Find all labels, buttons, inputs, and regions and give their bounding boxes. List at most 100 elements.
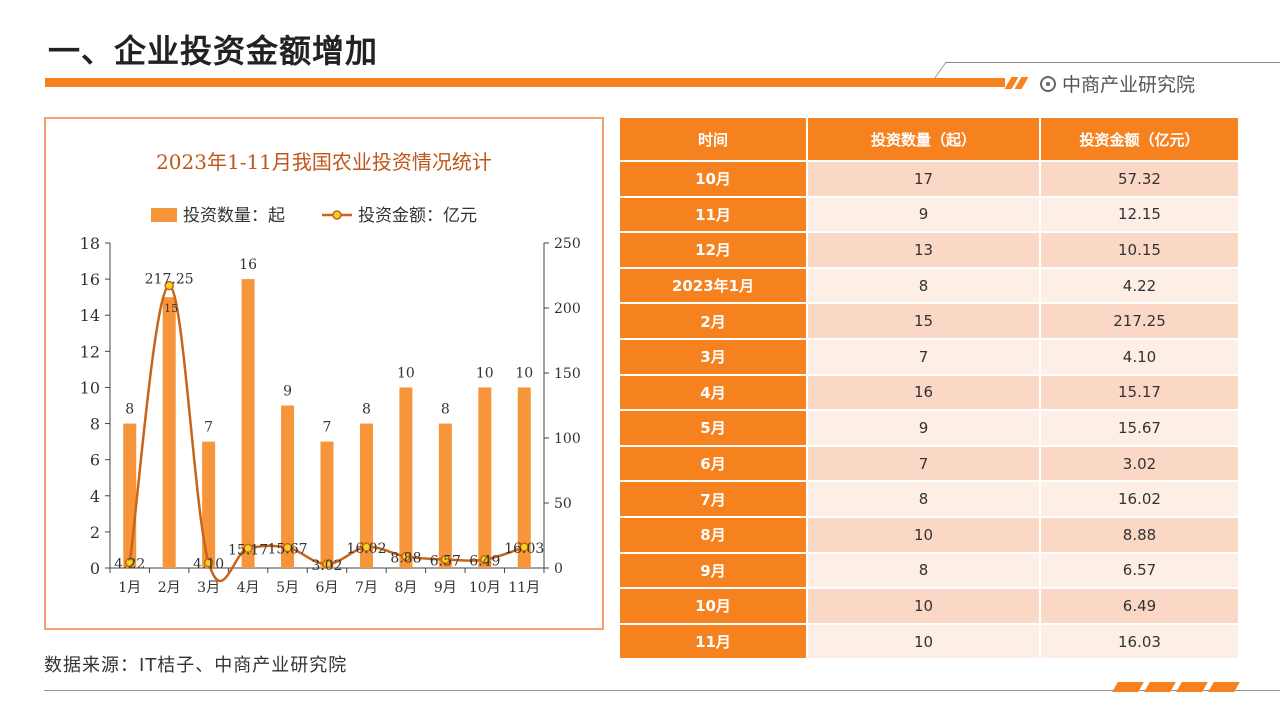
bar-data-label: 10 bbox=[515, 365, 533, 381]
table-row: 11月 10 16.03 bbox=[620, 623, 1240, 661]
table-cell-time: 6月 bbox=[620, 445, 808, 483]
x-tick-label: 6月 bbox=[316, 580, 339, 596]
y-left-tick-label: 10 bbox=[80, 378, 100, 397]
brand-name: 中商产业研究院 bbox=[1062, 74, 1196, 96]
table-cell-amount: 4.22 bbox=[1040, 267, 1240, 305]
line-data-label: 15.17 bbox=[228, 542, 268, 558]
table-cell-count: 10 bbox=[807, 516, 1041, 554]
y-left-tick-label: 12 bbox=[80, 342, 100, 361]
table-cell-amount: 15.17 bbox=[1040, 374, 1240, 412]
bar-data-label: 15 bbox=[164, 302, 178, 315]
table-row: 2月 15 217.25 bbox=[620, 303, 1240, 340]
line-marker bbox=[322, 559, 332, 569]
x-tick-label: 7月 bbox=[355, 580, 378, 596]
bar-data-label: 8 bbox=[362, 402, 371, 418]
line-data-label: 16.03 bbox=[504, 541, 544, 557]
table-cell-time: 8月 bbox=[620, 516, 808, 554]
table-cell-amount: 8.88 bbox=[1040, 516, 1240, 554]
footer-line bbox=[44, 690, 1280, 691]
line-marker bbox=[440, 554, 451, 565]
bar bbox=[162, 297, 176, 568]
bar-data-label: 7 bbox=[204, 420, 213, 436]
table-header-cell: 投资数量（起） bbox=[807, 118, 1041, 162]
table-header-row: 时间 投资数量（起） 投资金额（亿元） bbox=[620, 118, 1240, 162]
y-left-tick-label: 0 bbox=[90, 559, 100, 578]
table-row: 10月 17 57.32 bbox=[620, 161, 1240, 198]
table-cell-count: 17 bbox=[807, 161, 1041, 198]
x-tick-label: 10月 bbox=[469, 580, 501, 596]
table-cell-count: 13 bbox=[807, 232, 1041, 269]
line-data-label: 16.02 bbox=[346, 541, 386, 557]
page-title: 一、企业投资金额增加 bbox=[48, 32, 379, 70]
table-row: 10月 10 6.49 bbox=[620, 588, 1240, 625]
table-cell-count: 8 bbox=[807, 552, 1041, 590]
table-row: 7月 8 16.02 bbox=[620, 481, 1240, 518]
line-marker bbox=[243, 543, 253, 554]
bar-data-label: 10 bbox=[476, 365, 494, 381]
table-cell-time: 2023年1月 bbox=[620, 267, 808, 305]
line-data-label: 6.57 bbox=[430, 553, 461, 569]
line-marker bbox=[480, 554, 490, 565]
x-tick-label: 3月 bbox=[197, 580, 220, 596]
bar bbox=[241, 279, 255, 568]
bar-data-label: 16 bbox=[239, 257, 257, 273]
investment-table: 时间 投资数量（起） 投资金额（亿元） 10月 17 57.32 11月 9 12.15 12月… bbox=[620, 118, 1240, 661]
y-left-tick-label: 6 bbox=[90, 451, 100, 470]
table-cell-time: 7月 bbox=[620, 481, 808, 518]
legend-bar-label: 投资数量：起 bbox=[183, 206, 285, 226]
table-row: 9月 8 6.57 bbox=[620, 552, 1240, 590]
table-cell-amount: 6.49 bbox=[1040, 588, 1240, 625]
table-cell-count: 9 bbox=[807, 196, 1041, 234]
y-left-tick-label: 2 bbox=[90, 523, 100, 542]
decorative-diagonal bbox=[934, 62, 947, 78]
decorative-line bbox=[945, 62, 1280, 63]
bar bbox=[123, 423, 137, 568]
line-marker bbox=[164, 280, 174, 291]
y-right-tick-label: 0 bbox=[554, 561, 563, 577]
line-data-label: 15.67 bbox=[267, 542, 307, 558]
line-data-label: 4.10 bbox=[193, 557, 224, 573]
table-cell-count: 15 bbox=[807, 303, 1041, 340]
table-cell-time: 9月 bbox=[620, 552, 808, 590]
table-cell-amount: 16.03 bbox=[1040, 623, 1240, 661]
table-cell-time: 11月 bbox=[620, 196, 808, 234]
bar bbox=[202, 441, 216, 568]
y-right-tick-label: 250 bbox=[554, 236, 581, 252]
line-marker bbox=[203, 557, 214, 568]
table-cell-amount: 217.25 bbox=[1040, 303, 1240, 340]
table-cell-count: 7 bbox=[807, 338, 1041, 376]
x-tick-label: 5月 bbox=[276, 580, 299, 596]
data-source: 数据来源：IT桔子、中商产业研究院 bbox=[44, 655, 348, 676]
table-cell-count: 10 bbox=[807, 623, 1041, 661]
table-cell-time: 10月 bbox=[620, 588, 808, 625]
table-cell-time: 2月 bbox=[620, 303, 808, 340]
table-cell-time: 3月 bbox=[620, 338, 808, 376]
table-cell-count: 9 bbox=[807, 410, 1041, 447]
legend-line-marker bbox=[332, 210, 342, 220]
bar bbox=[320, 441, 334, 568]
bar bbox=[438, 423, 452, 568]
chart-panel: 2023年1-11月我国农业投资情况统计 投资数量：起 投资金额：亿元 0 2 4 6 8 10… bbox=[44, 117, 604, 630]
y-left-tick-label: 8 bbox=[90, 415, 100, 434]
table-cell-time: 5月 bbox=[620, 410, 808, 447]
table-cell-time: 10月 bbox=[620, 161, 808, 198]
x-tick-label: 8月 bbox=[394, 580, 417, 596]
table-row: 8月 10 8.88 bbox=[620, 516, 1240, 554]
table-row: 6月 7 3.02 bbox=[620, 445, 1240, 483]
table-cell-amount: 4.10 bbox=[1040, 338, 1240, 376]
table-cell-amount: 6.57 bbox=[1040, 552, 1240, 590]
bar-data-label: 8 bbox=[441, 402, 450, 418]
table-row: 12月 13 10.15 bbox=[620, 232, 1240, 269]
table-cell-count: 8 bbox=[807, 267, 1041, 305]
x-tick-label: 11月 bbox=[508, 580, 540, 596]
line-data-label: 217.25 bbox=[145, 272, 194, 288]
table-cell-count: 8 bbox=[807, 481, 1041, 518]
table-cell-count: 10 bbox=[807, 588, 1041, 625]
legend-bar-swatch bbox=[151, 208, 177, 222]
line-data-label: 4.22 bbox=[114, 557, 145, 573]
y-left-tick-label: 4 bbox=[90, 487, 100, 506]
x-tick-label: 1月 bbox=[118, 580, 141, 596]
table-cell-time: 12月 bbox=[620, 232, 808, 269]
line-marker bbox=[401, 551, 411, 562]
